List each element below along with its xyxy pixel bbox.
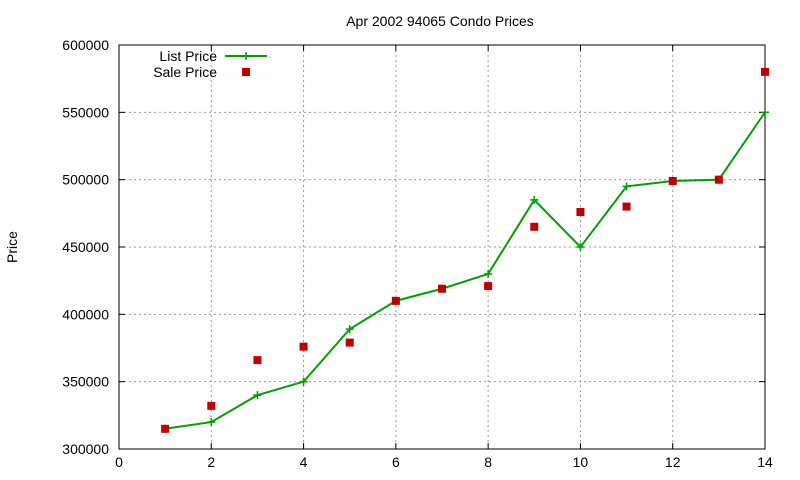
list-price-point: [253, 391, 262, 400]
list-price-point: [761, 108, 769, 117]
x-tick-label: 8: [484, 454, 492, 470]
sale-price-point: [714, 175, 723, 184]
y-tick-label: 350000: [62, 374, 109, 390]
y-axis-label: Price: [4, 231, 20, 263]
y-tick-label: 450000: [62, 239, 109, 255]
y-tick-label: 600000: [62, 37, 109, 53]
sale-price-point: [576, 207, 585, 216]
sale-price-point: [391, 296, 400, 305]
sale-price-point: [207, 401, 216, 410]
sale-price-point: [345, 338, 354, 347]
series-list-price: [161, 108, 769, 433]
sale-price-point: [530, 222, 539, 231]
sale-price-point: [761, 67, 769, 76]
sale-price-point: [438, 284, 446, 293]
list-price-point: [576, 243, 585, 251]
x-tick-label: 14: [757, 454, 773, 470]
list-price-point: [299, 377, 308, 386]
x-tick-label: 2: [207, 454, 215, 470]
sale-price-point: [668, 177, 677, 186]
x-tick-label: 0: [115, 454, 123, 470]
y-tick-label: 300000: [62, 441, 109, 457]
axis-ticks: 0 2 4 6 8 10 12 14 300000 350000 400000 450000 50000…: [62, 37, 773, 470]
legend-label-sale-price: Sale Price: [153, 64, 217, 80]
list-price-point: [345, 325, 354, 334]
plot-frame: [118, 44, 766, 450]
legend-marker-list-price: [242, 52, 250, 60]
x-tick-label: 4: [300, 454, 308, 470]
grid-lines: [119, 45, 765, 449]
sale-price-point: [299, 342, 308, 351]
series-sale-price: [161, 67, 769, 433]
list-price-point: [484, 269, 493, 278]
sale-price-point: [161, 424, 170, 433]
y-tick-label: 500000: [62, 172, 109, 188]
series-layer: [161, 67, 769, 433]
sale-price-point: [484, 282, 493, 291]
list-price-line: [164, 111, 766, 430]
x-tick-label: 10: [573, 454, 589, 470]
x-tick-label: 6: [392, 454, 400, 470]
sale-price-point: [622, 202, 631, 211]
legend-label-list-price: List Price: [159, 48, 217, 64]
legend-marker-sale-price: [242, 68, 250, 76]
list-price-point: [622, 182, 631, 191]
chart-title: Apr 2002 94065 Condo Prices: [346, 13, 534, 29]
x-tick-label: 12: [665, 454, 681, 470]
list-price-point: [530, 195, 539, 204]
y-tick-label: 400000: [62, 306, 109, 322]
y-tick-label: 550000: [62, 104, 109, 120]
sale-price-point: [253, 356, 262, 365]
list-price-point: [207, 418, 216, 427]
